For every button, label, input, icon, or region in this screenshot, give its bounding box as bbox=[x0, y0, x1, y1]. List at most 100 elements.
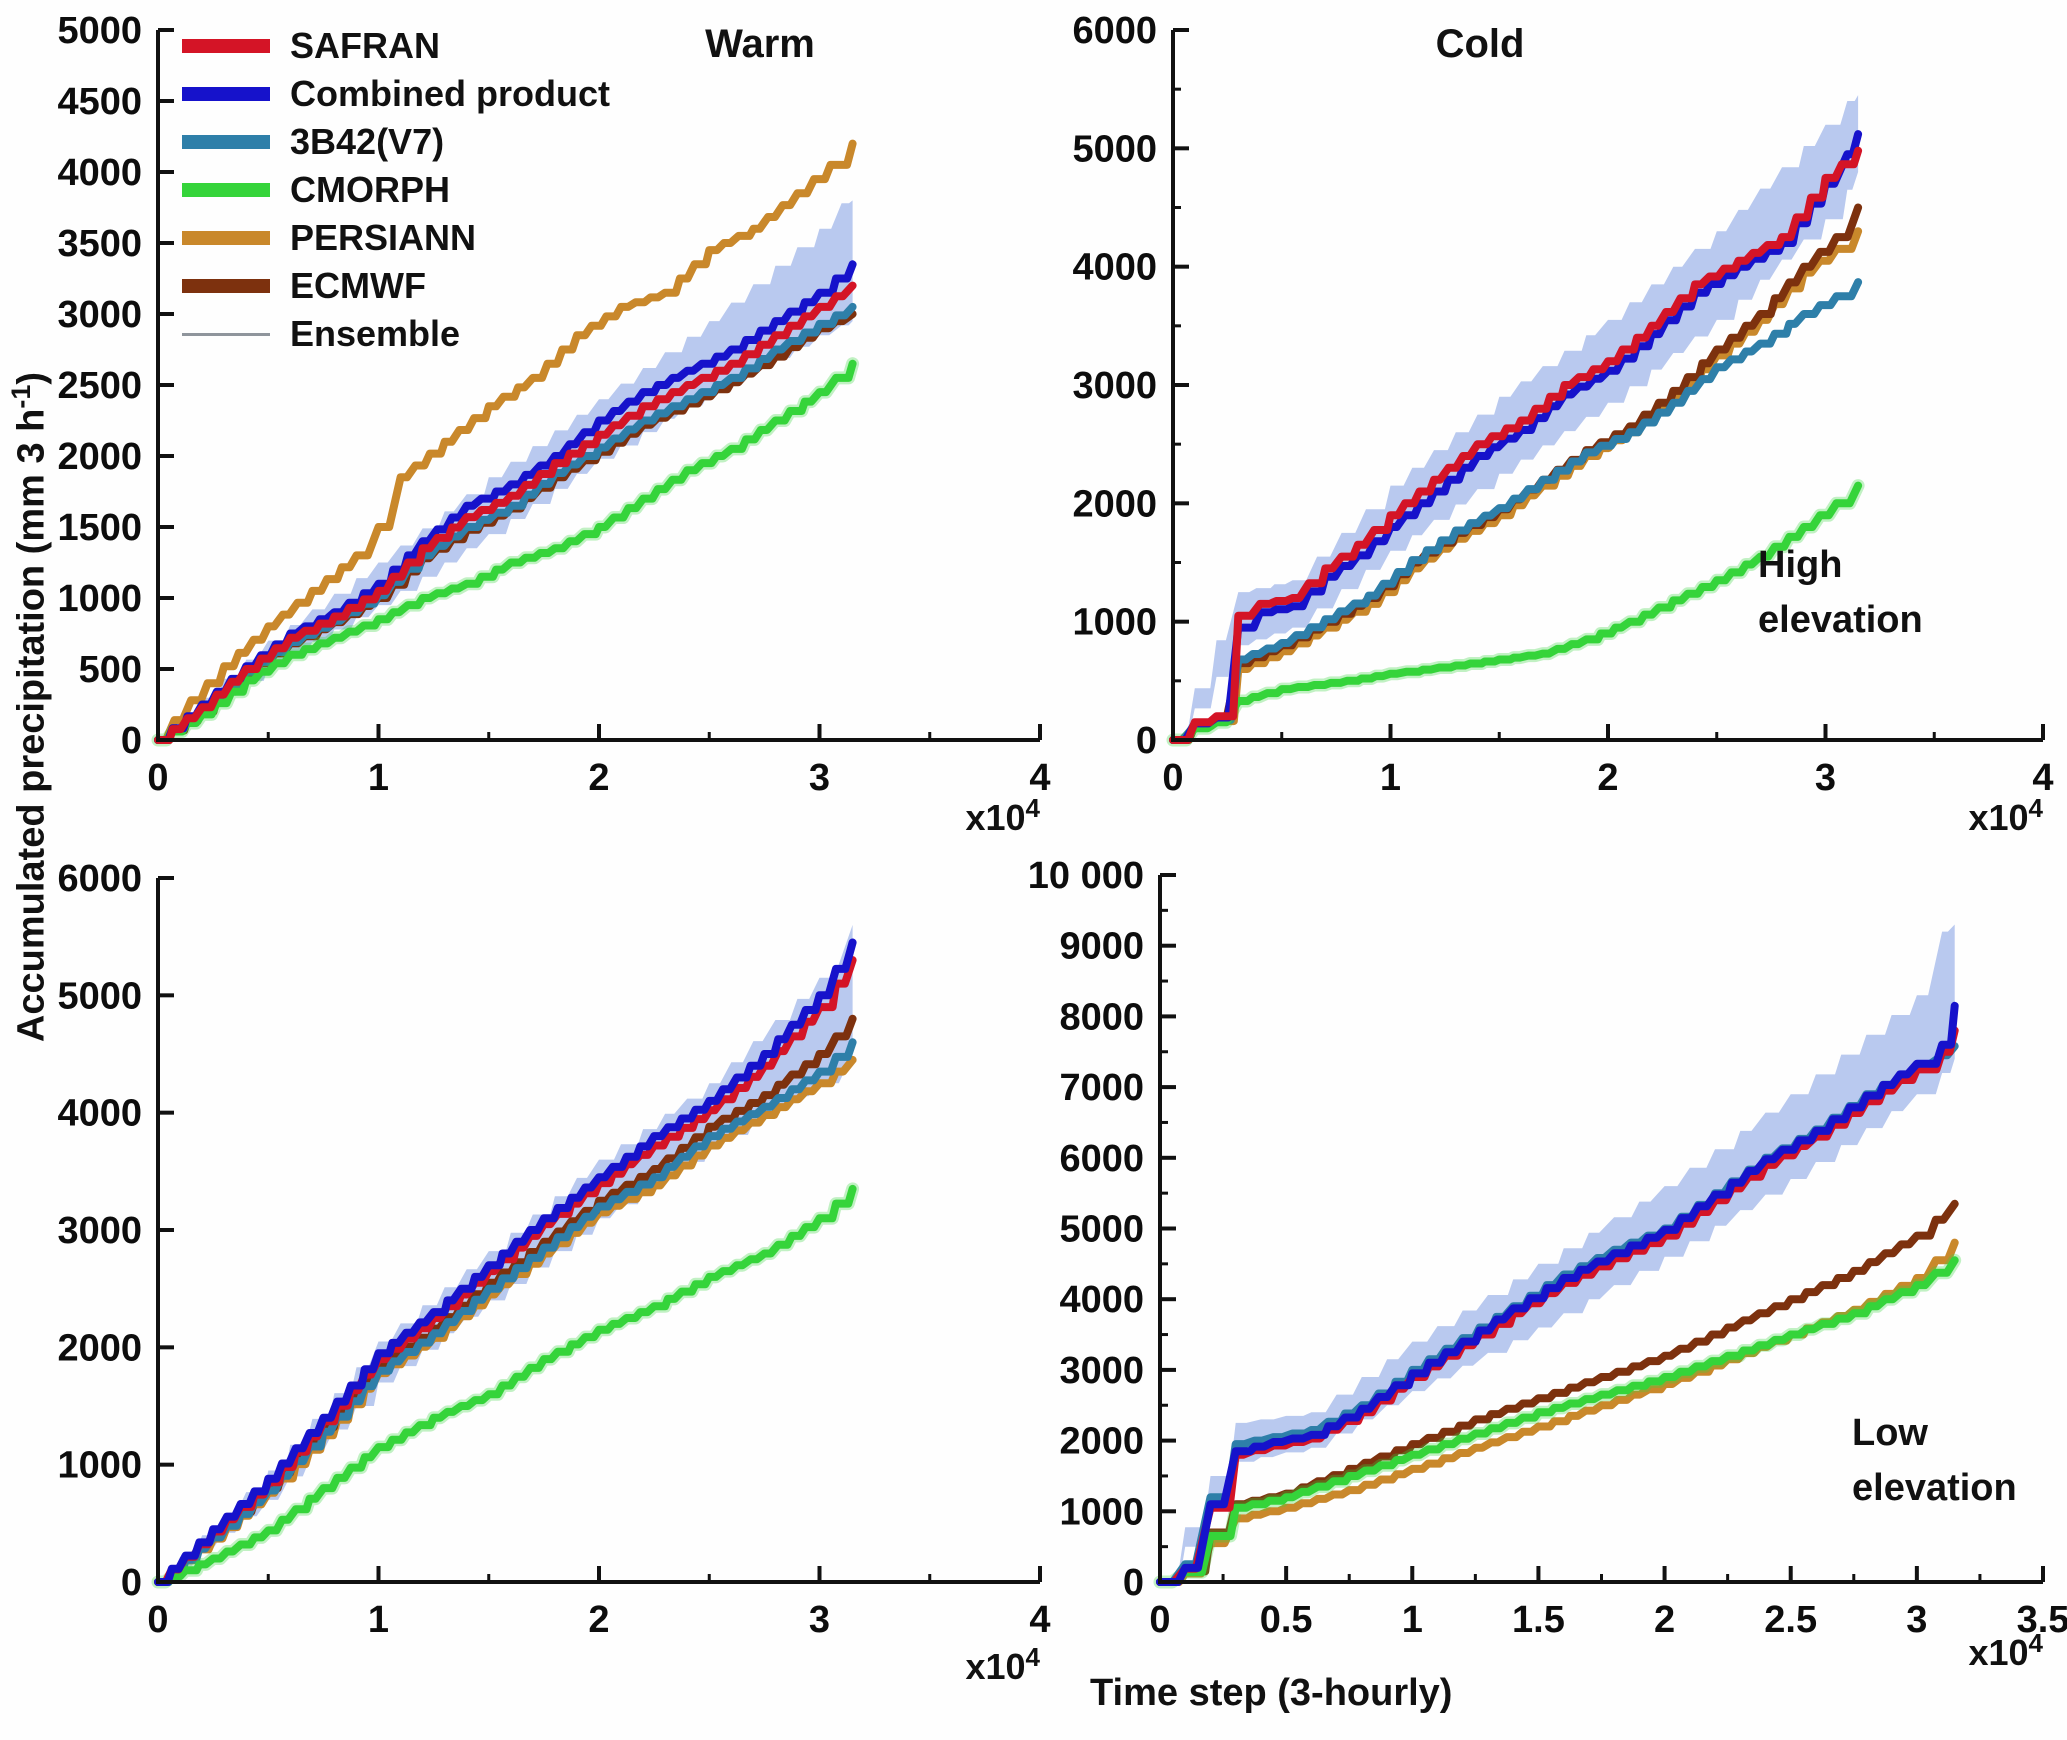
series-line-safran bbox=[154, 281, 857, 744]
y-tick-label: 3000 bbox=[57, 1210, 142, 1252]
legend-swatch-cmorph bbox=[182, 183, 270, 197]
scale-exponent: 4 bbox=[2028, 1628, 2043, 1658]
legend-swatch-ensemble_line bbox=[182, 332, 270, 336]
legend-swatch-persiann bbox=[182, 231, 270, 245]
x-tick-label: 3.5 bbox=[2017, 1599, 2067, 1641]
x-tick-label: 2 bbox=[588, 1599, 609, 1641]
legend-label: PERSIANN bbox=[290, 217, 477, 258]
y-tick-label: 3500 bbox=[57, 223, 142, 265]
ensemble-band bbox=[1173, 95, 1859, 741]
y-tick-label: 10 000 bbox=[1028, 855, 1144, 897]
y-tick-label: 8000 bbox=[1059, 996, 1144, 1038]
annotation-high-elevation: High elevation bbox=[1758, 544, 1923, 642]
x-tick-label: 1.5 bbox=[1512, 1599, 1565, 1641]
y-tick-label: 0 bbox=[121, 1562, 142, 1604]
legend-swatch-combined bbox=[182, 87, 270, 101]
scale-label-cold-high: x104 bbox=[1883, 793, 2043, 839]
legend-item-3b42-v7-: 3B42(V7) bbox=[182, 118, 610, 166]
legend-label: CMORPH bbox=[290, 169, 450, 210]
x-tick-label: 1 bbox=[1380, 757, 1401, 799]
x-tick-label: 4 bbox=[1029, 757, 1050, 799]
series-line-b3b42 bbox=[154, 1038, 857, 1586]
x-tick-label: 4 bbox=[1029, 1599, 1050, 1641]
legend: SAFRAN Combined product 3B42(V7) CMORPH PERS… bbox=[182, 22, 610, 358]
y-tick-label: 3000 bbox=[1072, 365, 1157, 407]
scale-exponent: 4 bbox=[1025, 1642, 1040, 1672]
y-tick-label: 1000 bbox=[1072, 602, 1157, 644]
y-axis-label-superscript: -1 bbox=[6, 384, 36, 409]
scale-label-cold-low: x104 bbox=[1883, 1628, 2043, 1674]
x-tick-label: 1 bbox=[368, 757, 389, 799]
x-tick-label: 1 bbox=[368, 1599, 389, 1641]
y-tick-label: 4000 bbox=[57, 1093, 142, 1135]
scale-exponent: 4 bbox=[1025, 793, 1040, 823]
series-line-cmorph bbox=[1169, 481, 1863, 744]
y-tick-label: 7000 bbox=[1059, 1067, 1144, 1109]
legend-item-combined-product: Combined product bbox=[182, 70, 610, 118]
x-tick-label: 2 bbox=[1597, 757, 1618, 799]
legend-item-safran: SAFRAN bbox=[182, 22, 610, 70]
scale-exponent: 4 bbox=[2028, 793, 2043, 823]
legend-swatch-safran bbox=[182, 39, 270, 53]
scale-base: x10 bbox=[965, 797, 1026, 838]
x-tick-label: 1 bbox=[1402, 1599, 1423, 1641]
scale-label-warm-low: x104 bbox=[880, 1642, 1040, 1688]
scale-base: x10 bbox=[1968, 1632, 2029, 1673]
series-line-b3b42 bbox=[1169, 278, 1863, 744]
scale-base: x10 bbox=[1968, 797, 2029, 838]
y-tick-label: 1000 bbox=[1059, 1491, 1144, 1533]
x-tick-label: 0 bbox=[147, 757, 168, 799]
legend-item-ecmwf: ECMWF bbox=[182, 262, 610, 310]
legend-label: SAFRAN bbox=[290, 25, 440, 66]
legend-label: Combined product bbox=[290, 73, 610, 114]
plot-title-cold: Cold bbox=[1435, 22, 1525, 66]
y-tick-label: 2000 bbox=[1059, 1421, 1144, 1463]
series-line-ecmwf bbox=[1156, 1199, 1959, 1586]
y-tick-label: 5000 bbox=[1059, 1209, 1144, 1251]
ensemble-band bbox=[158, 200, 853, 740]
x-tick-label: 3 bbox=[809, 1599, 830, 1641]
series-line-persiann bbox=[1169, 227, 1863, 744]
x-tick-label: 2 bbox=[588, 757, 609, 799]
y-tick-label: 2000 bbox=[57, 1327, 142, 1369]
x-tick-label: 0.5 bbox=[1260, 1599, 1313, 1641]
y-axis-label-close: ) bbox=[10, 371, 53, 385]
series-line-cmorph bbox=[154, 1184, 857, 1586]
x-tick-label: 0 bbox=[1149, 1599, 1170, 1641]
x-tick-label: 0 bbox=[147, 1599, 168, 1641]
series-line-cmorph bbox=[154, 359, 857, 744]
y-tick-label: 0 bbox=[1123, 1562, 1144, 1604]
x-tick-label: 3 bbox=[1906, 1599, 1927, 1641]
plot-cold-low: 0 1000 2000 3000 4000 5000 6000 7000 8000 9000 10 … bbox=[1028, 855, 2067, 1641]
legend-label: ECMWF bbox=[290, 265, 426, 306]
y-tick-label: 2000 bbox=[1072, 483, 1157, 525]
y-tick-label: 1000 bbox=[57, 578, 142, 620]
series-halo-cmorph bbox=[151, 357, 860, 747]
legend-item-ensemble: Ensemble bbox=[182, 310, 610, 358]
legend-label: 3B42(V7) bbox=[290, 121, 445, 162]
y-tick-label: 6000 bbox=[57, 858, 142, 900]
y-tick-label: 2000 bbox=[57, 436, 142, 478]
x-tick-label: 4 bbox=[2032, 757, 2053, 799]
y-tick-label: 3000 bbox=[57, 294, 142, 336]
scale-label-warm-high: x104 bbox=[880, 793, 1040, 839]
series-line-cmorph bbox=[1156, 1256, 1959, 1586]
x-tick-label: 3 bbox=[809, 757, 830, 799]
y-axis-label: Accumulated precipitation (mm 3 h-1) bbox=[6, 292, 54, 1122]
y-tick-label: 3000 bbox=[1059, 1350, 1144, 1392]
y-tick-label: 0 bbox=[121, 720, 142, 762]
ensemble-band bbox=[1160, 924, 1955, 1582]
plot-cold-high: 0 1000 2000 3000 4000 5000 6000 0 1 2 3 4 bbox=[1072, 10, 2053, 799]
legend-label: Ensemble bbox=[290, 313, 461, 354]
series-line-combined bbox=[154, 938, 857, 1586]
series-line-safran bbox=[1169, 146, 1863, 744]
y-tick-label: 4500 bbox=[57, 81, 142, 123]
legend-item-cmorph: CMORPH bbox=[182, 166, 610, 214]
y-tick-label: 2500 bbox=[57, 365, 142, 407]
y-tick-label: 6000 bbox=[1072, 10, 1157, 52]
y-tick-label: 5000 bbox=[57, 10, 142, 52]
y-tick-label: 1000 bbox=[57, 1445, 142, 1487]
x-tick-label: 3 bbox=[1815, 757, 1836, 799]
y-tick-label: 5000 bbox=[57, 975, 142, 1017]
